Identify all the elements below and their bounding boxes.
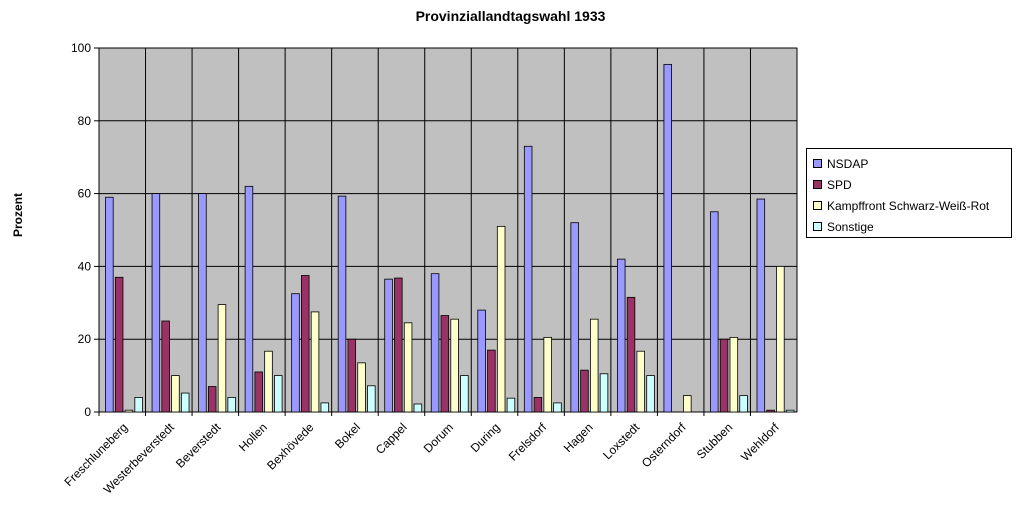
bar-kampffront-schwarz-wei-rot-7 xyxy=(450,318,459,413)
bar-sonstige-11 xyxy=(646,375,655,413)
bar-nsdap-4 xyxy=(291,293,300,413)
bar-kampffront-schwarz-wei-rot-4 xyxy=(310,311,320,413)
bar-sonstige-9 xyxy=(553,402,562,413)
bar-kampffront-schwarz-wei-rot-12 xyxy=(683,395,692,413)
legend-item: SPD xyxy=(813,174,1011,195)
bar-sonstige-10 xyxy=(599,373,609,413)
bar-kampffront-schwarz-wei-rot-10 xyxy=(589,318,599,413)
bar-kampffront-schwarz-wei-rot-0 xyxy=(124,409,134,413)
x-tick-label: Frelsdorf xyxy=(506,420,550,464)
bar-sonstige-4 xyxy=(320,402,330,413)
bar-sonstige-13 xyxy=(739,395,748,413)
bar-spd-6 xyxy=(394,277,403,413)
bar-sonstige-1 xyxy=(180,392,190,413)
y-tick-label: 0 xyxy=(84,405,91,419)
legend-label: Sonstige xyxy=(827,219,874,234)
bar-sonstige-2 xyxy=(227,397,236,413)
legend-swatch xyxy=(813,222,822,231)
bar-sonstige-14 xyxy=(785,409,795,413)
y-tick-label: 80 xyxy=(78,114,92,128)
bar-kampffront-schwarz-wei-rot-13 xyxy=(729,336,739,413)
bar-nsdap-2 xyxy=(198,193,207,413)
bar-nsdap-8 xyxy=(477,309,486,413)
bar-sonstige-3 xyxy=(274,375,283,413)
legend-item: Sonstige xyxy=(813,216,1011,237)
bar-sonstige-0 xyxy=(134,397,143,413)
bar-kampffront-schwarz-wei-rot-8 xyxy=(496,225,506,413)
bar-kampffront-schwarz-wei-rot-11 xyxy=(636,350,646,413)
bar-nsdap-1 xyxy=(151,193,161,413)
x-tick-label: Cappel xyxy=(373,420,410,457)
legend-swatch xyxy=(813,159,822,168)
bar-nsdap-9 xyxy=(523,145,533,413)
bar-kampffront-schwarz-wei-rot-9 xyxy=(543,336,552,413)
x-tick-label: During xyxy=(468,420,503,455)
bar-nsdap-14 xyxy=(756,198,766,413)
legend-swatch xyxy=(813,180,822,189)
x-tick-label: Dorum xyxy=(421,420,456,455)
bar-spd-3 xyxy=(254,371,263,413)
bar-spd-1 xyxy=(161,320,170,413)
bar-kampffront-schwarz-wei-rot-1 xyxy=(171,375,180,413)
bar-spd-9 xyxy=(533,397,543,413)
bar-nsdap-3 xyxy=(244,185,254,413)
bar-kampffront-schwarz-wei-rot-2 xyxy=(217,304,227,413)
bar-nsdap-11 xyxy=(616,258,626,413)
y-tick-label: 100 xyxy=(71,41,91,55)
chart-title: Provinziallandtagswahl 1933 xyxy=(415,8,606,24)
bar-spd-7 xyxy=(440,315,450,413)
x-tick-label: Bokel xyxy=(332,420,363,451)
legend-label: SPD xyxy=(827,177,852,192)
bar-spd-2 xyxy=(207,386,217,413)
bar-sonstige-5 xyxy=(367,385,376,413)
legend-item: Kampffront Schwarz-Weiß-Rot xyxy=(813,195,1011,216)
bar-kampffront-schwarz-wei-rot-14 xyxy=(776,265,785,413)
bar-spd-0 xyxy=(114,276,124,413)
bar-nsdap-10 xyxy=(570,222,579,413)
bar-nsdap-6 xyxy=(384,278,393,413)
x-tick-label: Beverstedt xyxy=(173,420,224,471)
bar-kampffront-schwarz-wei-rot-5 xyxy=(357,362,366,413)
bar-nsdap-7 xyxy=(430,273,440,413)
legend-label: Kampffront Schwarz-Weiß-Rot xyxy=(827,198,990,213)
legend-item: NSDAP xyxy=(813,153,1011,174)
bar-spd-10 xyxy=(580,369,589,413)
x-tick-label: Osterndorf xyxy=(639,420,689,470)
legend-swatch xyxy=(813,201,822,210)
bar-sonstige-7 xyxy=(460,375,469,413)
bar-nsdap-0 xyxy=(105,196,114,413)
bar-sonstige-6 xyxy=(413,403,423,413)
bar-nsdap-13 xyxy=(710,211,719,413)
x-tick-label: Loxstedt xyxy=(600,420,642,462)
bar-sonstige-8 xyxy=(506,397,516,413)
bar-spd-14 xyxy=(766,409,775,413)
bar-kampffront-schwarz-wei-rot-6 xyxy=(403,322,413,413)
bar-spd-11 xyxy=(626,296,636,413)
bar-spd-8 xyxy=(487,349,496,413)
bar-spd-13 xyxy=(719,338,729,413)
y-tick-label: 20 xyxy=(78,332,92,346)
legend: NSDAP SPD Kampffront Schwarz-Weiß-Rot Sonst… xyxy=(806,148,1012,238)
bar-kampffront-schwarz-wei-rot-3 xyxy=(264,350,273,413)
legend-label: NSDAP xyxy=(827,156,869,171)
x-tick-label: Hagen xyxy=(561,420,596,455)
y-tick-label: 60 xyxy=(78,187,92,201)
bar-spd-5 xyxy=(347,338,357,413)
x-tick-label: Stubben xyxy=(694,420,736,462)
x-tick-label: Bexhövede xyxy=(264,420,317,473)
x-tick-label: Wehldorf xyxy=(738,420,782,464)
x-tick-label: Hollen xyxy=(236,420,270,454)
y-tick-label: 40 xyxy=(78,259,92,273)
bar-nsdap-12 xyxy=(663,63,672,413)
bar-nsdap-5 xyxy=(337,195,347,413)
bar-spd-4 xyxy=(301,275,310,413)
